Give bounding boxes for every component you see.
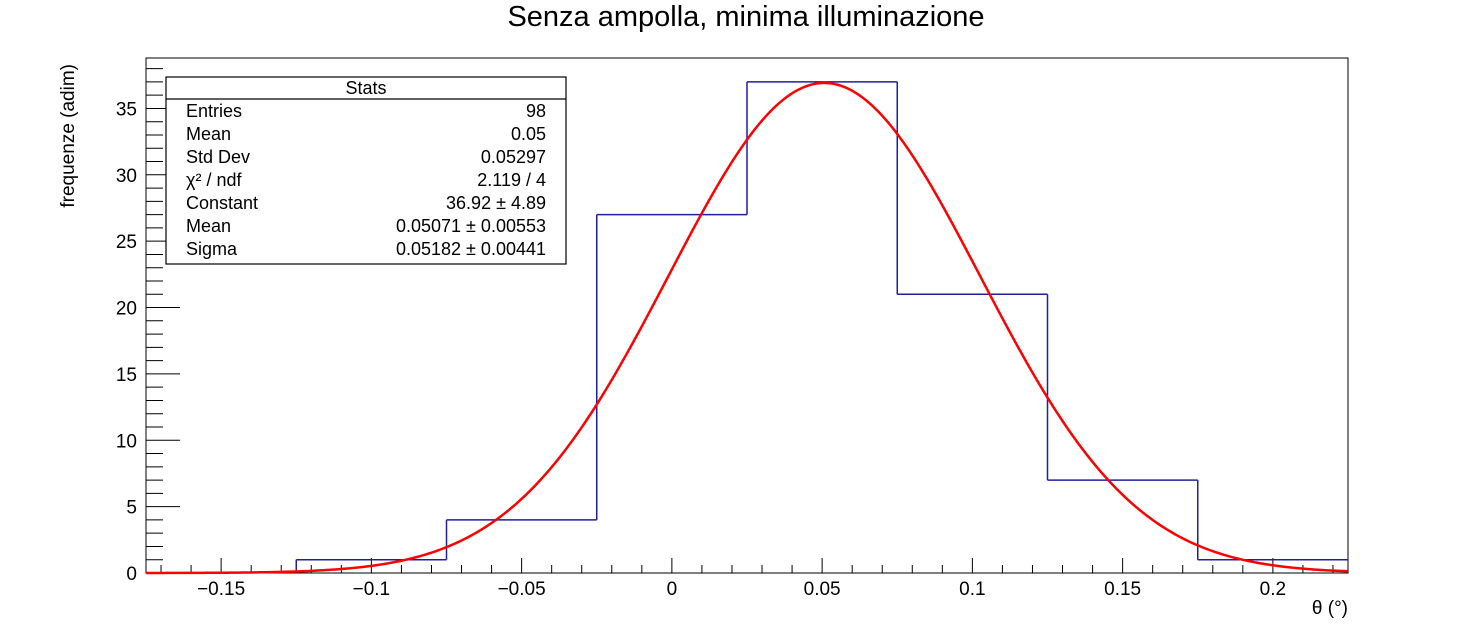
stats-value: 0.05 <box>511 124 546 144</box>
y-axis-label: frequenze (adim) <box>58 64 79 208</box>
stats-label: Std Dev <box>186 147 250 167</box>
stats-label: Constant <box>186 193 258 213</box>
y-tick-label: 25 <box>116 232 137 253</box>
y-tick-label: 0 <box>126 564 137 585</box>
x-tick-label: 0.1 <box>959 579 985 600</box>
stats-label: Entries <box>186 101 242 121</box>
stats-value: 98 <box>526 101 546 121</box>
x-tick-label: 0 <box>667 579 678 600</box>
stats-box-title: Stats <box>345 78 386 98</box>
chart-title: Senza ampolla, minima illuminazione <box>507 1 984 33</box>
stats-label: Mean <box>186 124 231 144</box>
x-tick-label: −0.05 <box>498 579 546 600</box>
plot-frame <box>145 57 1349 574</box>
stats-value: 36.92 ± 4.89 <box>446 193 546 213</box>
stats-box <box>165 76 567 265</box>
stats-value: 2.119 / 4 <box>477 170 546 190</box>
x-tick-label: −0.1 <box>353 579 391 600</box>
stats-label: Mean <box>186 216 231 236</box>
y-tick-label: 5 <box>126 498 137 519</box>
y-tick-label: 15 <box>116 365 137 386</box>
y-tick-label: 20 <box>116 299 137 320</box>
y-tick-label: 35 <box>116 99 137 120</box>
x-tick-label: 0.15 <box>1104 579 1141 600</box>
x-tick-label: −0.15 <box>197 579 245 600</box>
gaussian-fit-curve <box>146 81 1349 575</box>
x-tick-label: 0.2 <box>1260 579 1286 600</box>
x-axis-label: θ (°) <box>1312 598 1348 619</box>
x-tick-label: 0.05 <box>804 579 841 600</box>
stats-value: 0.05297 <box>481 147 546 167</box>
stats-value: 0.05182 ± 0.00441 <box>396 239 546 259</box>
stats-label: Sigma <box>186 239 238 259</box>
y-tick-label: 10 <box>116 431 137 452</box>
y-tick-label: 30 <box>116 166 137 187</box>
stats-label: χ² / ndf <box>186 170 242 190</box>
stats-value: 0.05071 ± 0.00553 <box>396 216 546 236</box>
